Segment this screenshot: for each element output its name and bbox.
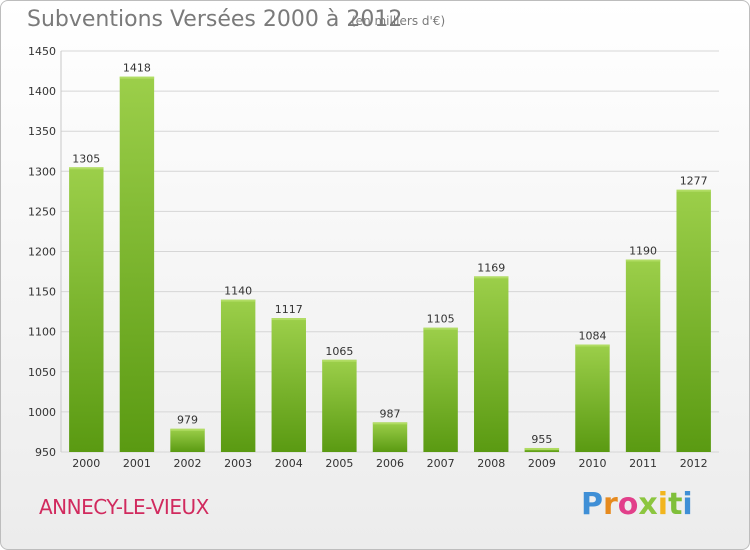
bar-value-label: 1169 bbox=[477, 261, 505, 274]
y-tick-label: 1150 bbox=[28, 286, 56, 299]
bar bbox=[220, 299, 256, 452]
logo-letter: r bbox=[603, 487, 618, 522]
bar-highlight bbox=[220, 299, 256, 302]
bar-highlight bbox=[372, 422, 408, 425]
bar-value-label: 1140 bbox=[224, 285, 252, 298]
bar-value-label: 1190 bbox=[629, 245, 657, 258]
bar bbox=[69, 167, 104, 453]
proxiti-logo[interactable]: Proxiti bbox=[581, 487, 693, 522]
bar-highlight bbox=[119, 76, 155, 79]
logo-letter: o bbox=[617, 487, 639, 522]
bar-value-label: 987 bbox=[380, 407, 401, 420]
bar bbox=[575, 344, 610, 452]
bar bbox=[423, 327, 458, 452]
y-axis-ticks: 950 1000 1050 1100 1150 1200 1250 1300 1350 1400 1… bbox=[28, 45, 56, 459]
bars bbox=[69, 76, 711, 453]
x-tick-label: 2010 bbox=[578, 457, 606, 470]
y-tick-label: 1450 bbox=[28, 45, 56, 58]
bar-value-label: 979 bbox=[177, 414, 198, 427]
y-tick-label: 1300 bbox=[28, 165, 56, 178]
y-tick-label: 1200 bbox=[28, 246, 56, 259]
x-tick-label: 2001 bbox=[123, 457, 151, 470]
bar bbox=[524, 447, 560, 452]
x-tick-label: 2008 bbox=[477, 457, 505, 470]
y-tick-label: 1000 bbox=[28, 406, 56, 419]
grid-lines bbox=[60, 50, 719, 453]
bar-highlight bbox=[170, 428, 205, 431]
y-tick-label: 1100 bbox=[28, 326, 56, 339]
bar bbox=[322, 359, 357, 452]
x-tick-label: 2003 bbox=[224, 457, 252, 470]
bar bbox=[271, 318, 306, 452]
bar-highlight bbox=[676, 189, 711, 192]
bar bbox=[676, 189, 711, 452]
x-tick-label: 2005 bbox=[325, 457, 353, 470]
y-tick-label: 1400 bbox=[28, 85, 56, 98]
bar bbox=[372, 422, 408, 452]
bar-highlight bbox=[423, 327, 458, 330]
bar bbox=[170, 428, 205, 452]
logo-letter: i bbox=[657, 487, 669, 522]
bar-value-labels: 1305 1418 979 1140 1117 1065 987 1105 1169 955 108… bbox=[72, 62, 707, 446]
bar-highlight bbox=[625, 259, 661, 262]
x-tick-label: 2006 bbox=[376, 457, 404, 470]
y-tick-label: 1350 bbox=[28, 125, 56, 138]
x-tick-label: 2002 bbox=[174, 457, 202, 470]
bar bbox=[474, 276, 509, 452]
chart-title: Subventions Versées 2000 à 2012 bbox=[27, 7, 403, 32]
bar-value-label: 955 bbox=[531, 433, 552, 446]
x-tick-label: 2007 bbox=[427, 457, 455, 470]
y-tick-label: 1250 bbox=[28, 205, 56, 218]
bar-highlight bbox=[322, 359, 357, 362]
y-tick-label: 1050 bbox=[28, 366, 56, 379]
bar-value-label: 1084 bbox=[578, 330, 606, 343]
bar-value-label: 1305 bbox=[72, 152, 100, 165]
bar-highlight bbox=[474, 276, 509, 279]
bar-value-label: 1418 bbox=[123, 62, 151, 75]
bar-highlight bbox=[524, 447, 560, 450]
bar-value-label: 1065 bbox=[325, 345, 353, 358]
bar bbox=[625, 259, 661, 452]
x-tick-label: 2004 bbox=[275, 457, 303, 470]
bar-highlight bbox=[575, 344, 610, 347]
bar-highlight bbox=[271, 318, 306, 321]
bar bbox=[119, 76, 155, 452]
bar-highlight bbox=[69, 167, 104, 170]
bar-value-label: 1277 bbox=[680, 175, 708, 188]
y-tick-label: 950 bbox=[35, 446, 56, 459]
x-tick-label: 2009 bbox=[528, 457, 556, 470]
x-axis-ticks: 2000 2001 2002 2003 2004 2005 2006 2007 2008 2009… bbox=[72, 457, 707, 470]
x-tick-label: 2011 bbox=[629, 457, 657, 470]
bar-value-label: 1117 bbox=[275, 303, 303, 316]
x-tick-label: 2012 bbox=[680, 457, 708, 470]
location-label: ANNECY-LE-VIEUX bbox=[39, 495, 209, 519]
chart-subtitle: (en milliers d'€) bbox=[351, 14, 446, 28]
logo-letter: x bbox=[638, 487, 658, 522]
logo-letter: i bbox=[682, 487, 693, 522]
bar-value-label: 1105 bbox=[427, 313, 455, 326]
logo-letter: P bbox=[581, 487, 603, 522]
logo-letter: t bbox=[668, 487, 683, 522]
x-tick-label: 2000 bbox=[72, 457, 100, 470]
